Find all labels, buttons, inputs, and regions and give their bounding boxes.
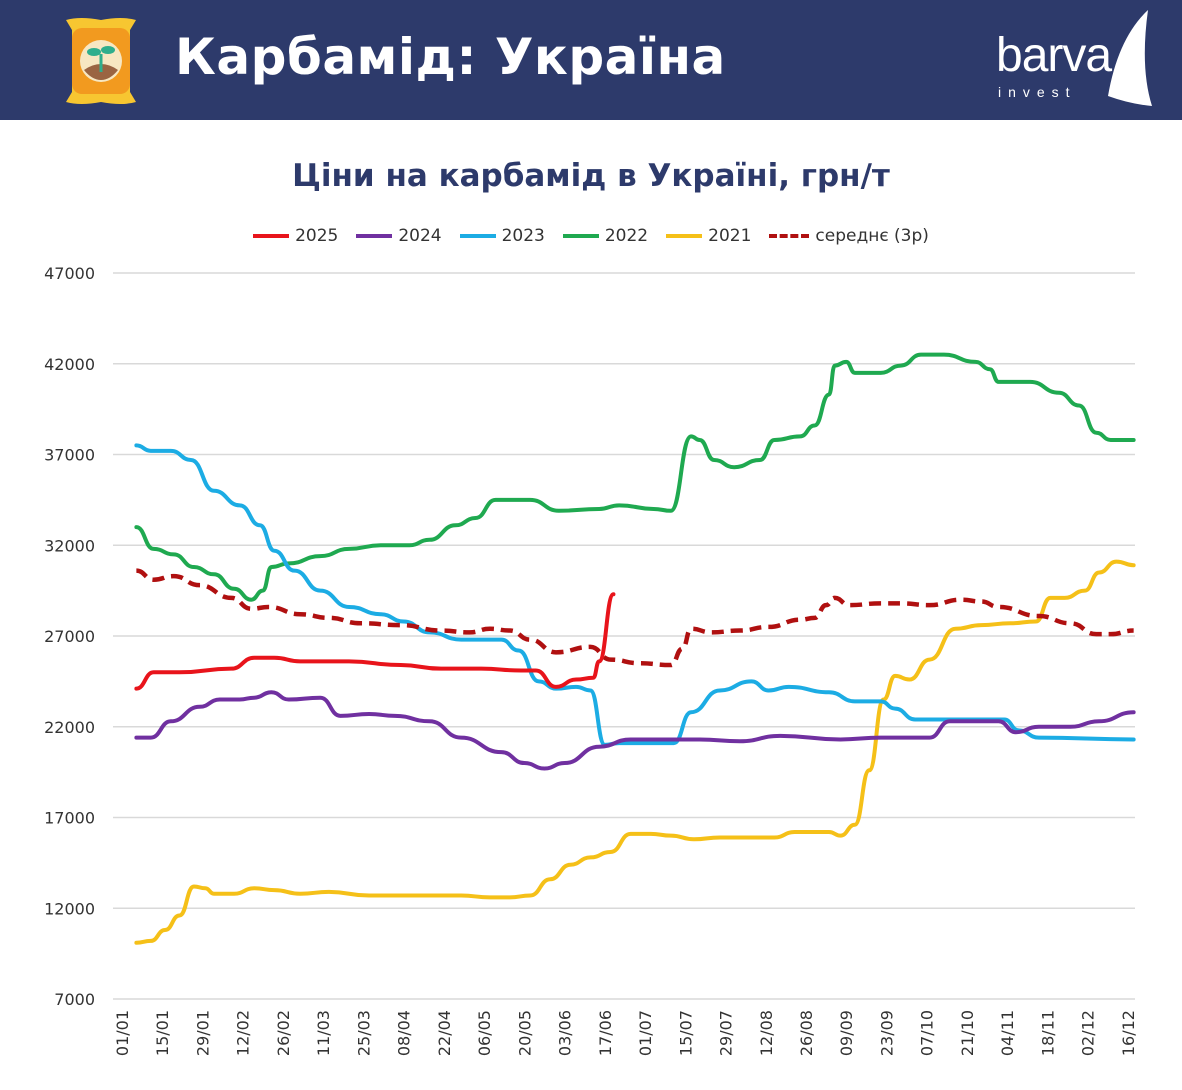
x-tick-label: 20/05 bbox=[515, 1010, 534, 1056]
y-tick-label: 27000 bbox=[44, 627, 95, 646]
sail-icon bbox=[1108, 10, 1152, 106]
fertilizer-sack-icon bbox=[66, 18, 136, 104]
x-tick-label: 04/11 bbox=[998, 1010, 1017, 1056]
y-tick-label: 17000 bbox=[44, 809, 95, 828]
legend-label: 2023 bbox=[501, 226, 545, 246]
legend-item-2022[interactable]: 2022 bbox=[562, 226, 649, 246]
x-tick-label: 06/05 bbox=[475, 1010, 494, 1056]
legend-swatch bbox=[459, 234, 496, 238]
y-tick-label: 12000 bbox=[44, 899, 95, 918]
x-tick-label: 08/04 bbox=[395, 1010, 414, 1056]
legend-label: 2022 bbox=[604, 226, 649, 246]
x-tick-label: 02/12 bbox=[1079, 1010, 1098, 1056]
x-tick-label: 16/12 bbox=[1119, 1010, 1138, 1056]
legend-swatch bbox=[253, 234, 290, 238]
y-tick-label: 22000 bbox=[44, 718, 95, 737]
x-tick-label: 15/07 bbox=[676, 1010, 695, 1056]
legend-swatch bbox=[356, 234, 393, 238]
x-tick-label: 25/03 bbox=[354, 1010, 373, 1056]
x-tick-label: 01/01 bbox=[113, 1010, 132, 1056]
y-tick-label: 47000 bbox=[44, 264, 95, 283]
x-tick-label: 26/08 bbox=[797, 1010, 816, 1056]
x-tick-label: 12/02 bbox=[234, 1010, 253, 1056]
legend-item-2023[interactable]: 2023 bbox=[459, 226, 545, 246]
chart-title: Ціни на карбамід в Україні, грн/т bbox=[292, 158, 890, 194]
y-tick-label: 37000 bbox=[44, 446, 95, 465]
series-line-2021 bbox=[134, 559, 1136, 945]
y-tick-label: 32000 bbox=[44, 536, 95, 555]
series-line-avg bbox=[136, 568, 1134, 668]
legend-label: 2025 bbox=[295, 226, 339, 246]
y-tick-label: 42000 bbox=[44, 355, 95, 374]
x-tick-label: 29/01 bbox=[193, 1010, 212, 1056]
x-tick-label: 11/03 bbox=[314, 1010, 333, 1056]
series-line-2023 bbox=[134, 443, 1136, 747]
x-tick-label: 18/11 bbox=[1038, 1010, 1057, 1056]
header-banner: Карбамід: Україна barva invest bbox=[0, 0, 1182, 120]
x-tick-label: 09/09 bbox=[837, 1010, 856, 1056]
chart-legend: 2025 2024 2023 2022 2021 середнє (3р) bbox=[0, 226, 1182, 246]
y-tick-label: 7000 bbox=[54, 990, 95, 1009]
legend-label: 2021 bbox=[708, 226, 752, 246]
page-title: Карбамід: Україна bbox=[175, 28, 726, 86]
legend-item-2024[interactable]: 2024 bbox=[356, 226, 442, 246]
x-tick-label: 22/04 bbox=[435, 1010, 454, 1056]
series-line-2022 bbox=[134, 352, 1136, 602]
logo-subtext: invest bbox=[998, 84, 1077, 100]
legend-item-2021[interactable]: 2021 bbox=[666, 226, 751, 246]
legend-swatch bbox=[562, 234, 599, 238]
x-tick-label: 29/07 bbox=[717, 1010, 736, 1056]
x-tick-label: 07/10 bbox=[918, 1010, 937, 1056]
legend-item-average[interactable]: середнє (3р) bbox=[769, 226, 929, 246]
series-line-2024 bbox=[134, 690, 1136, 771]
legend-swatch bbox=[769, 234, 810, 238]
legend-swatch bbox=[666, 234, 703, 238]
legend-item-2025[interactable]: 2025 bbox=[253, 226, 338, 246]
x-tick-label: 12/08 bbox=[757, 1010, 776, 1056]
x-tick-label: 21/10 bbox=[958, 1010, 977, 1056]
legend-label: 2024 bbox=[398, 226, 442, 246]
x-tick-label: 15/01 bbox=[153, 1010, 172, 1056]
x-tick-label: 01/07 bbox=[636, 1010, 655, 1056]
legend-label: середнє (3р) bbox=[815, 226, 929, 246]
x-tick-label: 03/06 bbox=[556, 1010, 575, 1056]
x-tick-label: 26/02 bbox=[274, 1010, 293, 1056]
barva-invest-logo: barva invest bbox=[990, 8, 1160, 108]
x-tick-label: 23/09 bbox=[877, 1010, 896, 1056]
series-line-2025 bbox=[134, 592, 616, 691]
x-tick-label: 17/06 bbox=[596, 1010, 615, 1056]
logo-text: barva bbox=[996, 29, 1112, 82]
